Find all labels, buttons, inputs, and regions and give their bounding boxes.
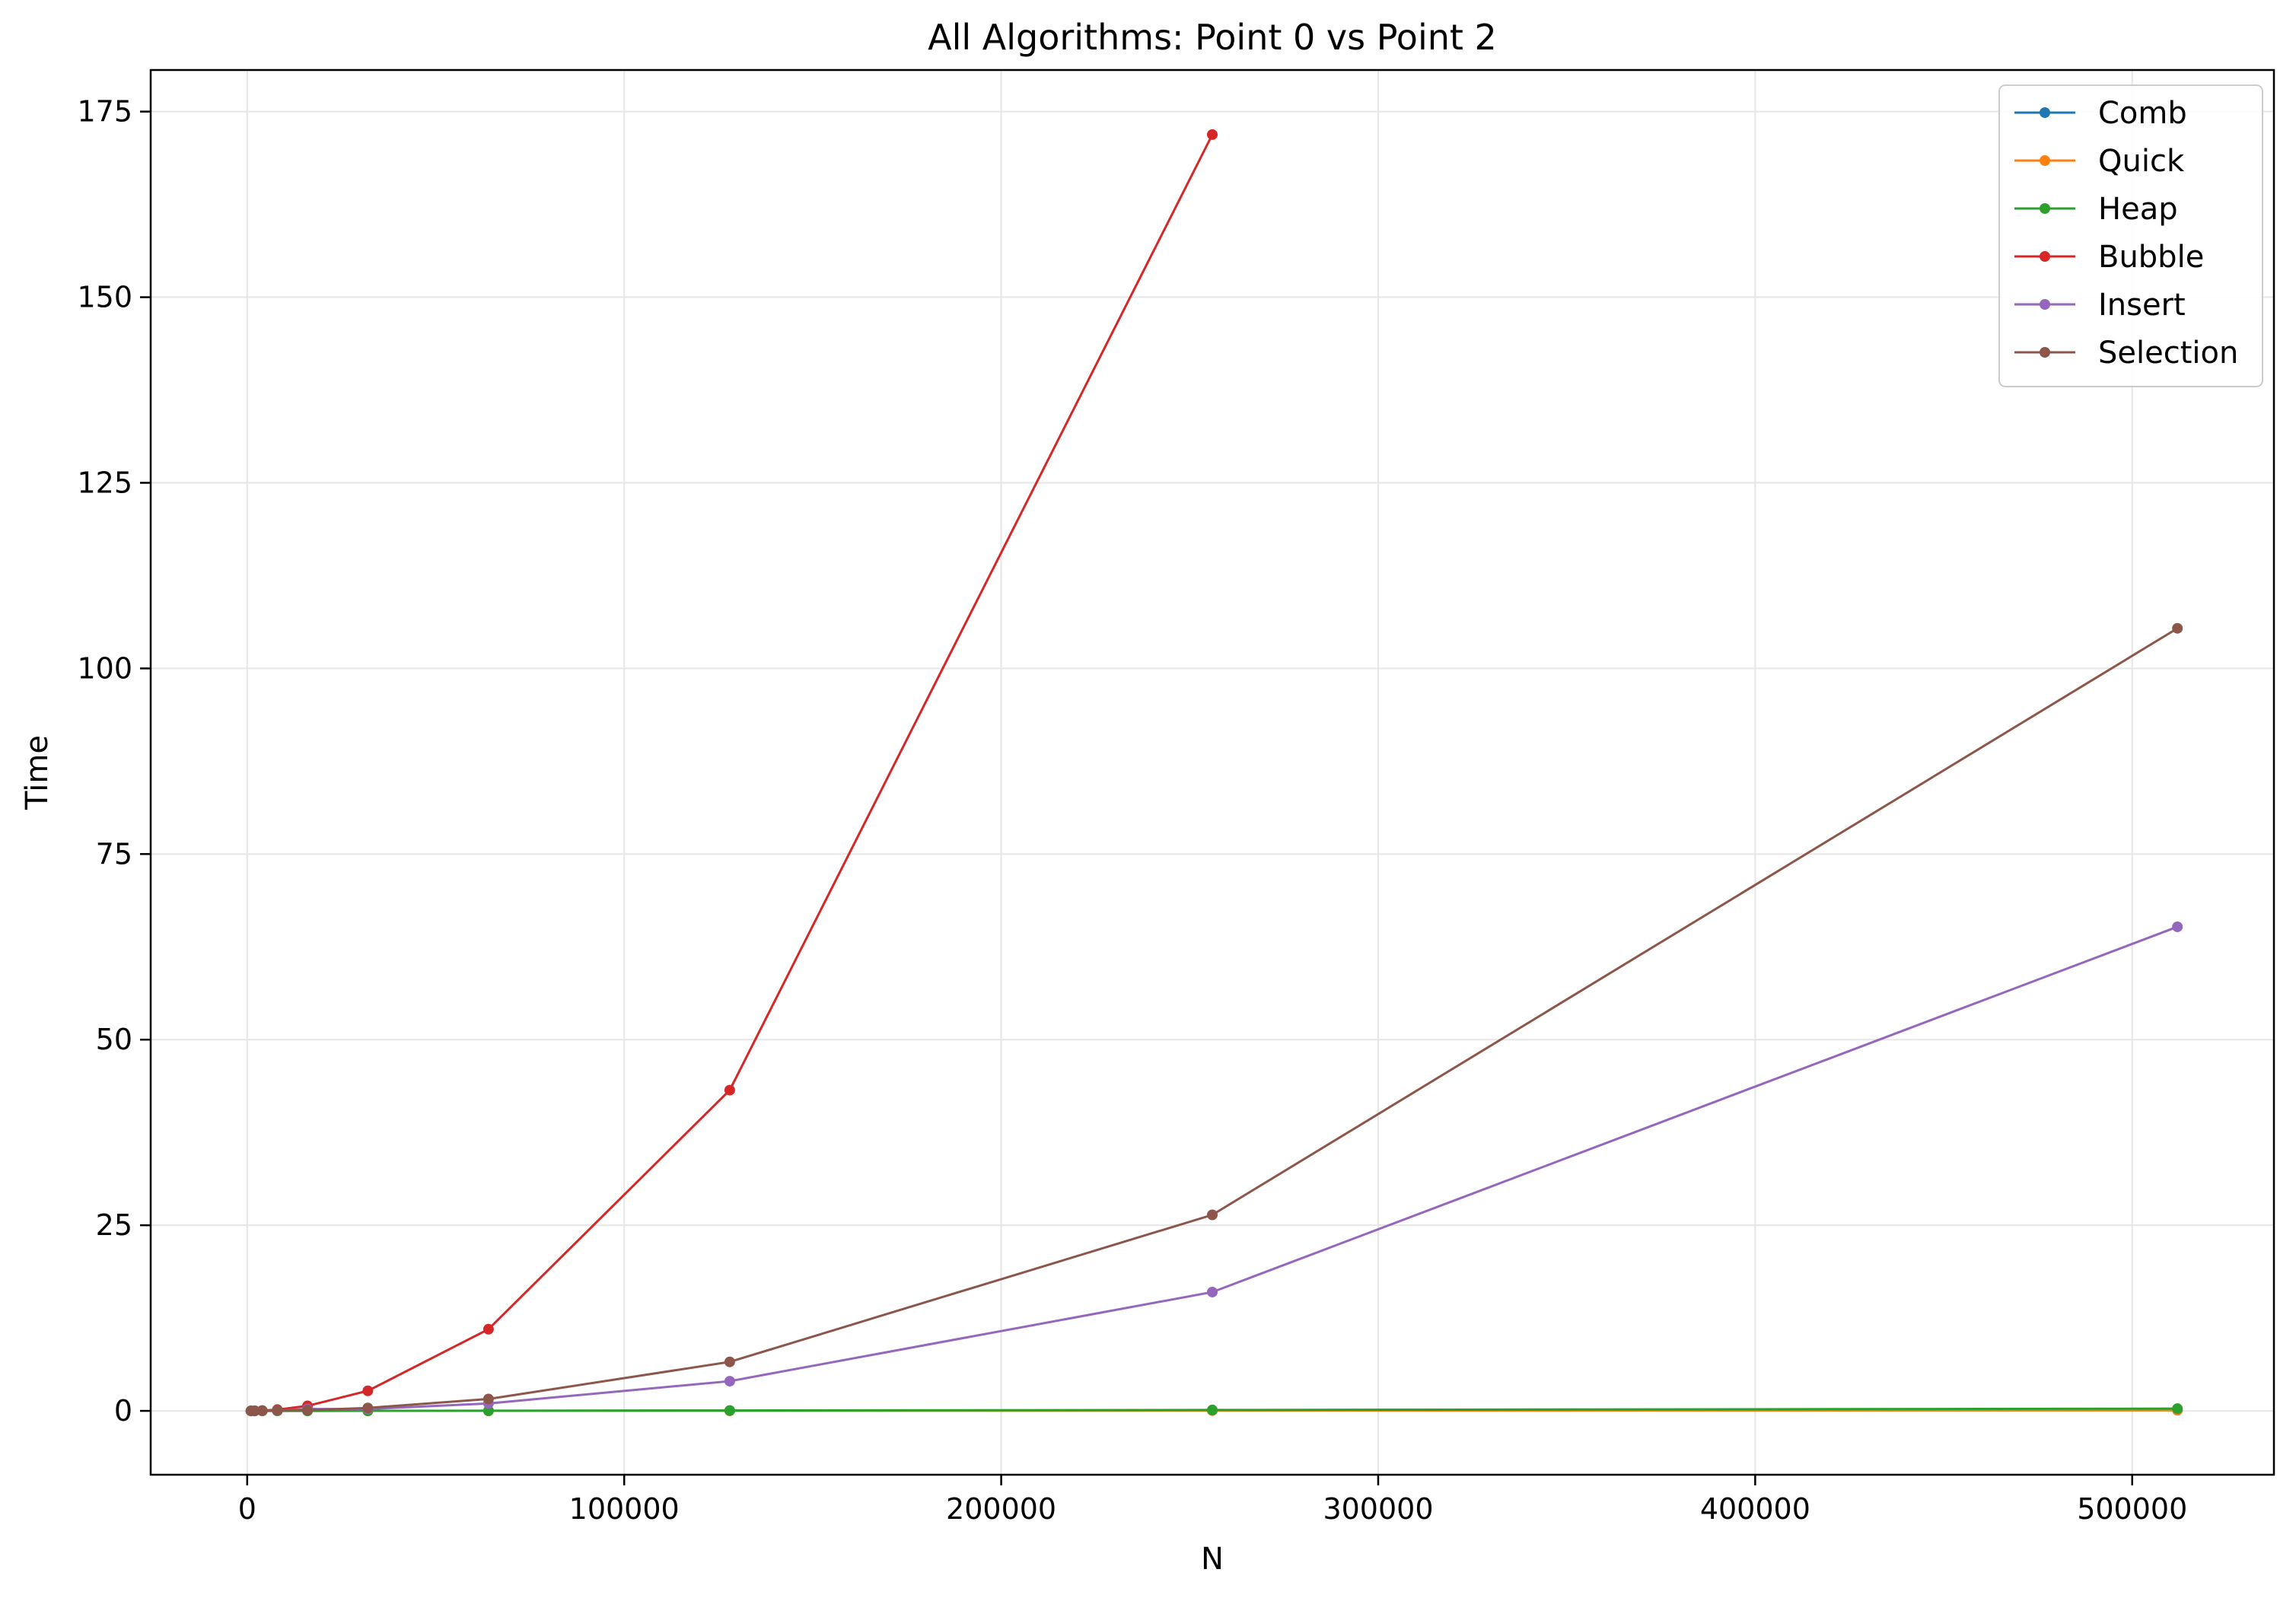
y-tick-label: 25 — [96, 1208, 132, 1242]
chart-title: All Algorithms: Point 0 vs Point 2 — [928, 17, 1497, 58]
data-point — [2172, 622, 2183, 634]
legend-swatch-marker — [2040, 251, 2050, 262]
data-point — [302, 1405, 314, 1416]
series-heap — [245, 1403, 2183, 1417]
data-point — [249, 1405, 260, 1417]
legend-item-selection: Selection — [2014, 336, 2238, 371]
data-point — [362, 1402, 374, 1414]
data-point — [2172, 1403, 2183, 1415]
series-line — [250, 134, 1214, 1412]
legend-label: Quick — [2098, 144, 2185, 179]
y-tick-label: 150 — [77, 281, 132, 314]
series-insert — [245, 921, 2183, 1417]
legend-label: Heap — [2098, 192, 2178, 227]
x-tick-label: 200000 — [946, 1492, 1056, 1526]
x-axis-label: N — [1201, 1542, 1224, 1577]
legend-label: Comb — [2098, 96, 2187, 131]
legend-item-heap: Heap — [2014, 192, 2178, 227]
legend-swatch-marker — [2040, 203, 2050, 214]
legend-swatch-marker — [2040, 107, 2050, 118]
data-point — [724, 1405, 735, 1416]
series-selection — [245, 622, 2183, 1417]
legend-label: Insert — [2098, 288, 2186, 323]
legend-label: Bubble — [2098, 240, 2204, 275]
data-point — [724, 1084, 735, 1096]
x-tick-label: 400000 — [1700, 1492, 1810, 1526]
data-point — [256, 1405, 268, 1416]
y-tick-label: 75 — [96, 837, 132, 871]
legend-item-quick: Quick — [2014, 144, 2185, 179]
data-point — [724, 1356, 735, 1367]
data-point — [1207, 1209, 1218, 1221]
y-tick-label: 50 — [96, 1023, 132, 1056]
x-tick-label: 100000 — [569, 1492, 680, 1526]
data-point — [1207, 1286, 1218, 1297]
data-point — [482, 1323, 494, 1335]
data-point — [1207, 1404, 1218, 1415]
data-point — [362, 1385, 374, 1396]
plot-frame — [149, 68, 2275, 1476]
data-point — [724, 1376, 735, 1387]
data-point — [2172, 921, 2183, 932]
legend-item-bubble: Bubble — [2014, 240, 2204, 275]
y-tick-label: 0 — [114, 1394, 132, 1428]
x-tick-label: 0 — [238, 1492, 256, 1526]
series-bubble — [245, 129, 1218, 1417]
legend-item-comb: Comb — [2014, 96, 2187, 131]
series-group — [245, 129, 2183, 1417]
y-tick-label: 125 — [77, 466, 132, 499]
y-tick-label: 100 — [77, 651, 132, 685]
legend-label: Selection — [2098, 336, 2238, 371]
legend-swatch-marker — [2040, 155, 2050, 166]
axes: 0 100000 200000 300000 400000 500000 0 25 50 75 10… — [77, 68, 2275, 1526]
data-point — [482, 1393, 494, 1405]
legend-item-insert: Insert — [2014, 288, 2186, 323]
grid — [151, 70, 2274, 1475]
legend: Comb Quick Heap Bubble Insert Selection — [1998, 84, 2263, 387]
data-point — [1207, 129, 1218, 140]
series-line — [250, 925, 2178, 1412]
data-point — [272, 1405, 283, 1416]
y-axis-label: Time — [20, 735, 55, 810]
legend-swatch-marker — [2040, 299, 2050, 310]
y-tick-label: 175 — [77, 95, 132, 129]
x-tick-label: 500000 — [2077, 1492, 2187, 1526]
x-tick-label: 300000 — [1323, 1492, 1433, 1526]
legend-swatch-marker — [2040, 347, 2050, 358]
